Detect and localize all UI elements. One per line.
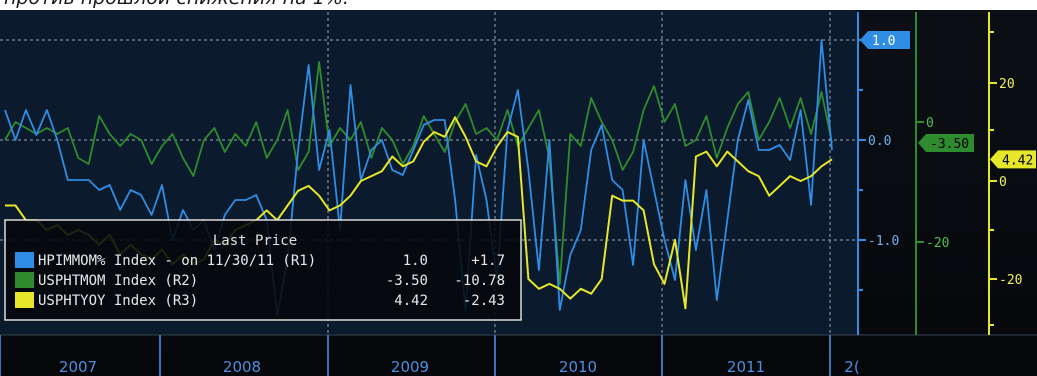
axis-r2: 0 -20 -3.50 <box>915 12 974 335</box>
axis-label-r2-1: -20 <box>926 236 949 251</box>
last-value-flag-label-r1: 1.0 <box>872 34 895 49</box>
axis-label-r3-1: 0 <box>999 175 1007 190</box>
article-caption: против прошлой снижения на 1%. <box>4 0 349 9</box>
legend-last-yoy: 4.42 <box>394 293 428 309</box>
series-line-hpi <box>4 39 833 316</box>
last-value-flag-label-r3: 4.42 <box>1002 153 1033 168</box>
x-tick-label-1: 2008 <box>223 358 261 376</box>
legend-box[interactable]: Last Price HPIMMOM% Index - on 11/30/11 … <box>4 219 522 321</box>
last-value-flag-r2 <box>918 134 974 152</box>
axis-r3: 20 0 -20 4.42 <box>988 12 1036 335</box>
series-line-mom <box>4 61 833 285</box>
legend-series-mom: USPHTMOM Index (R2) <box>38 273 198 289</box>
x-separators <box>0 12 831 376</box>
legend-series-yoy: USPHTYOY Index (R3) <box>38 293 198 309</box>
x-tick-label-4: 2011 <box>727 358 765 376</box>
legend-last-mom: -3.50 <box>386 273 428 289</box>
x-tick-label-3: 2010 <box>559 358 597 376</box>
legend-swatch-yoy <box>15 292 34 308</box>
x-axis-labels: 2007 2008 2009 2010 2011 2( <box>59 358 860 376</box>
x-tick-label-0: 2007 <box>59 358 97 376</box>
axis-label-r3-2: -20 <box>999 273 1022 288</box>
axis-label-r1-2: -1.0 <box>868 234 899 249</box>
legend-swatch-hpi <box>15 252 34 268</box>
x-tick-label-2: 2009 <box>391 358 429 376</box>
axis-label-r2-0: 0 <box>926 116 934 131</box>
last-value-flag-r1 <box>860 31 910 49</box>
legend-change-yoy: -2.43 <box>463 293 505 309</box>
legend-series-hpi: HPIMMOM% Index - on 11/30/11 (R1) <box>38 253 316 269</box>
axis-label-r1-1: 0.0 <box>868 134 891 149</box>
last-value-flag-label-r2: -3.50 <box>930 137 969 152</box>
legend-change-hpi: +1.7 <box>471 253 505 269</box>
last-value-flag-r3 <box>990 150 1036 169</box>
legend-title: Last Price <box>213 233 297 249</box>
axis-r1: 1.00.0-1.01.0 <box>857 12 910 335</box>
legend-change-mom: -10.78 <box>454 273 505 289</box>
legend-swatch-mom <box>15 272 34 288</box>
axis-label-r3-0: 20 <box>999 77 1015 92</box>
x-tick-label-5: 2( <box>844 358 859 376</box>
legend-last-hpi: 1.0 <box>403 253 428 269</box>
